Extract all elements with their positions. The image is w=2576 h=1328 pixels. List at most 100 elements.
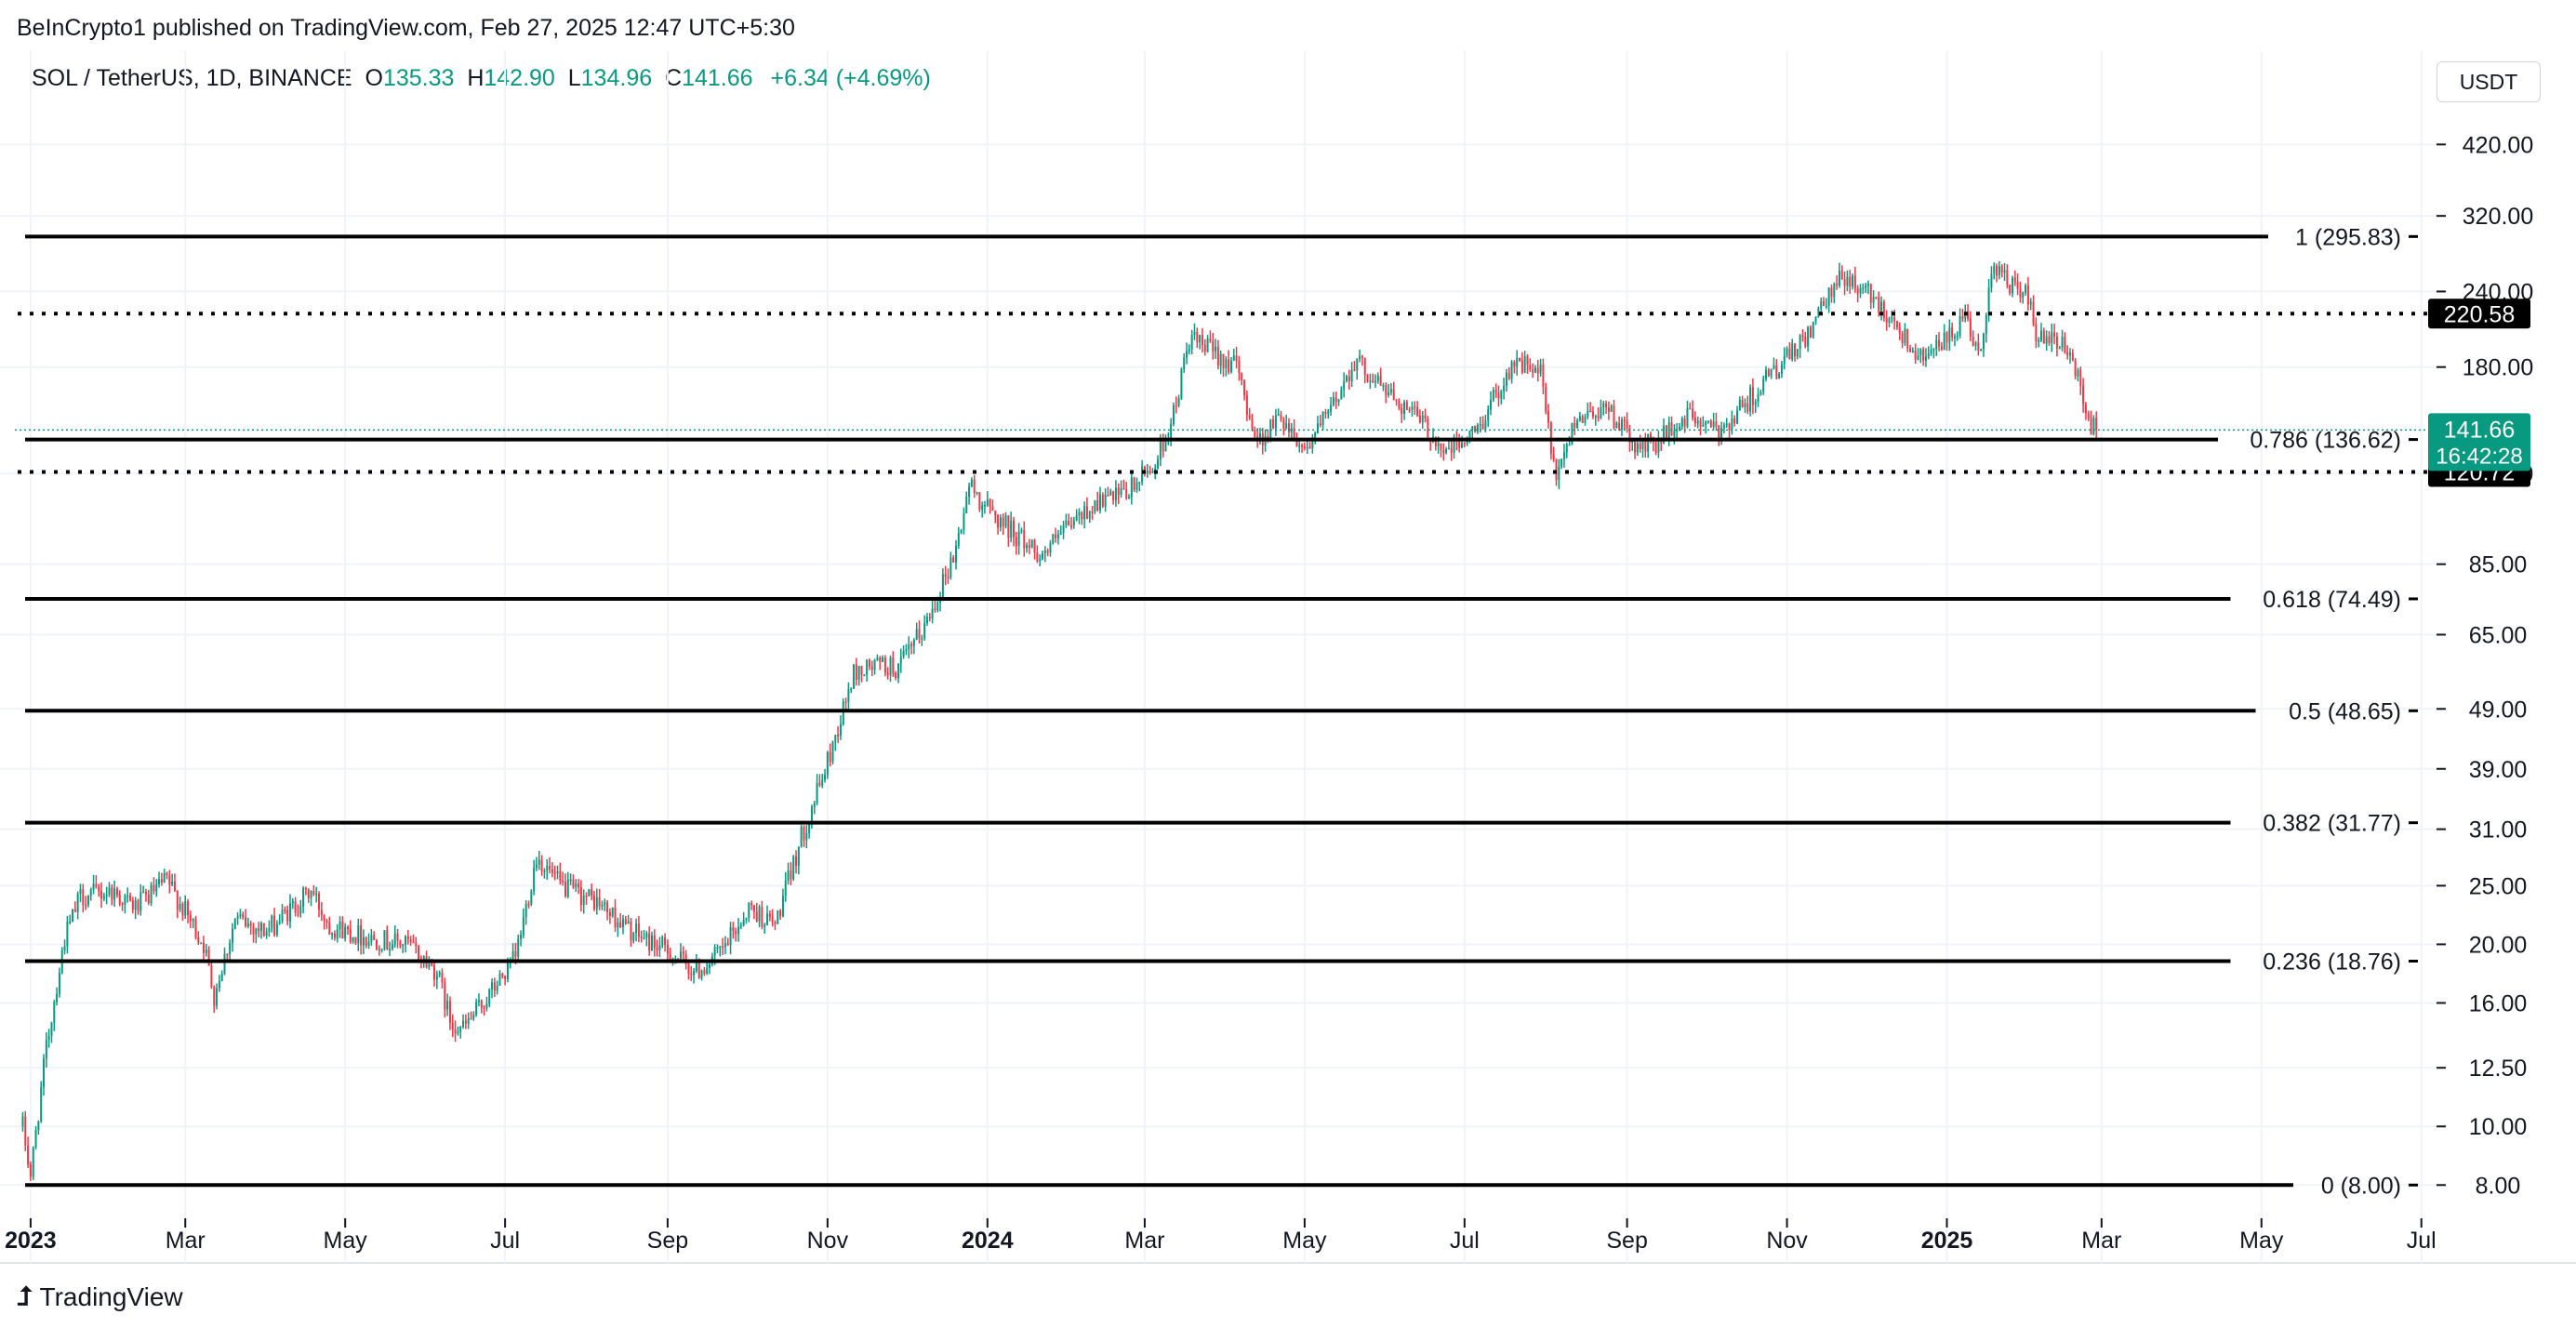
candle-body xyxy=(1587,410,1589,418)
candle-body xyxy=(1600,407,1602,418)
candle-body xyxy=(514,950,517,957)
price-tick-label: 10.00 xyxy=(2469,1114,2528,1140)
candle-body xyxy=(795,856,798,866)
candle-body xyxy=(1901,333,1904,343)
candle-body xyxy=(1927,353,1930,357)
candle-body xyxy=(1827,287,1830,306)
candle-body xyxy=(1442,449,1445,454)
candle-body xyxy=(239,914,242,917)
candle-body xyxy=(2090,418,2092,434)
tradingview-logo[interactable]: ⮥ TradingView xyxy=(17,1282,183,1312)
candle-body xyxy=(876,657,879,660)
candle-body xyxy=(462,1020,465,1028)
candle-body xyxy=(2048,336,2051,344)
candle-body xyxy=(1319,423,1321,426)
candle-body xyxy=(1796,349,1799,357)
candle-body xyxy=(1576,420,1579,428)
candle-body xyxy=(1353,369,1356,372)
candle-body xyxy=(1020,530,1023,532)
candle-body xyxy=(284,910,286,911)
candle-body xyxy=(2000,266,2003,272)
candle-body xyxy=(1974,342,1977,346)
candle-body xyxy=(1932,349,1935,351)
candle-body xyxy=(883,657,886,673)
candle-body xyxy=(2079,369,2082,386)
candle-body xyxy=(150,884,153,904)
fib-levels: 1 (295.83) 0.786 (136.62) 0.618 (74.49) 0.5… xyxy=(15,224,2437,1199)
candle-body xyxy=(1157,458,1160,469)
candle-body xyxy=(1820,301,1823,309)
candle-body xyxy=(438,972,441,976)
candle-body xyxy=(870,667,873,671)
currency-button[interactable]: USDT xyxy=(2437,61,2541,102)
symbol-name[interactable]: SOL / TetherUS, 1D, BINANCE xyxy=(32,65,352,91)
price-tick-label: 12.50 xyxy=(2469,1056,2528,1082)
candle-body xyxy=(1634,441,1637,453)
candle-body xyxy=(1998,266,2000,276)
candle-body xyxy=(944,574,947,578)
candle-body xyxy=(100,891,103,899)
candle-body xyxy=(803,826,805,841)
candle-body xyxy=(1350,369,1353,381)
candle-body xyxy=(1865,286,1867,288)
candle-body xyxy=(1895,320,1898,327)
candle-body xyxy=(1401,407,1403,414)
candle-body xyxy=(418,946,420,960)
candle-body xyxy=(666,944,669,954)
candle-body xyxy=(1120,488,1122,496)
candle-body xyxy=(797,846,800,866)
candle-body xyxy=(1938,339,1941,347)
candle-body xyxy=(989,499,991,507)
candle-body xyxy=(1670,422,1673,436)
candle-body xyxy=(226,953,229,956)
candle-body xyxy=(899,657,902,664)
candle-body xyxy=(1345,376,1348,381)
candle-body xyxy=(818,782,821,786)
candle-body xyxy=(1445,448,1448,454)
price-tick-label: 20.00 xyxy=(2469,932,2528,958)
candle-body xyxy=(695,962,697,972)
candle-body xyxy=(2029,301,2032,305)
candle-body xyxy=(1151,471,1154,473)
candle-body xyxy=(2068,352,2071,355)
candle-body xyxy=(591,889,593,896)
candle-body xyxy=(2055,336,2058,349)
candle-body xyxy=(963,512,965,531)
candle-body xyxy=(1909,348,1912,352)
candle-body xyxy=(121,903,124,906)
low-value: 134.96 xyxy=(580,65,653,91)
fib-level-label: 0.382 (31.77) xyxy=(2263,811,2401,837)
candle-body xyxy=(86,895,89,905)
candle-body xyxy=(936,602,939,610)
candle-body xyxy=(1562,452,1565,459)
candle-body xyxy=(739,925,742,927)
candle-body xyxy=(205,949,207,953)
candle-body xyxy=(1285,423,1288,430)
candle-body xyxy=(367,941,370,947)
candle-body xyxy=(1274,415,1277,429)
candle-body xyxy=(1301,445,1304,447)
candle-body xyxy=(1128,497,1131,499)
candle-body xyxy=(102,896,105,899)
candle-body xyxy=(1287,423,1290,432)
candle-body xyxy=(619,922,622,927)
candle-body xyxy=(1122,488,1125,490)
candle-body xyxy=(380,949,383,951)
candle-body xyxy=(1170,424,1173,439)
tradingview-logo-icon: ⮥ xyxy=(17,1282,32,1310)
candle-body xyxy=(1062,525,1065,534)
candle-body xyxy=(693,971,696,976)
candle-body xyxy=(1085,506,1088,519)
candle-body xyxy=(1010,520,1013,538)
candle-body xyxy=(328,922,331,935)
candle-body xyxy=(1862,287,1865,289)
candle-body xyxy=(553,872,556,875)
candle-body xyxy=(1468,431,1471,439)
candle-body xyxy=(45,1040,47,1059)
candle-body xyxy=(716,947,719,949)
candle-body xyxy=(1809,326,1812,339)
candle-body xyxy=(268,928,271,932)
candle-body xyxy=(1078,511,1081,516)
candle-body xyxy=(873,659,876,671)
